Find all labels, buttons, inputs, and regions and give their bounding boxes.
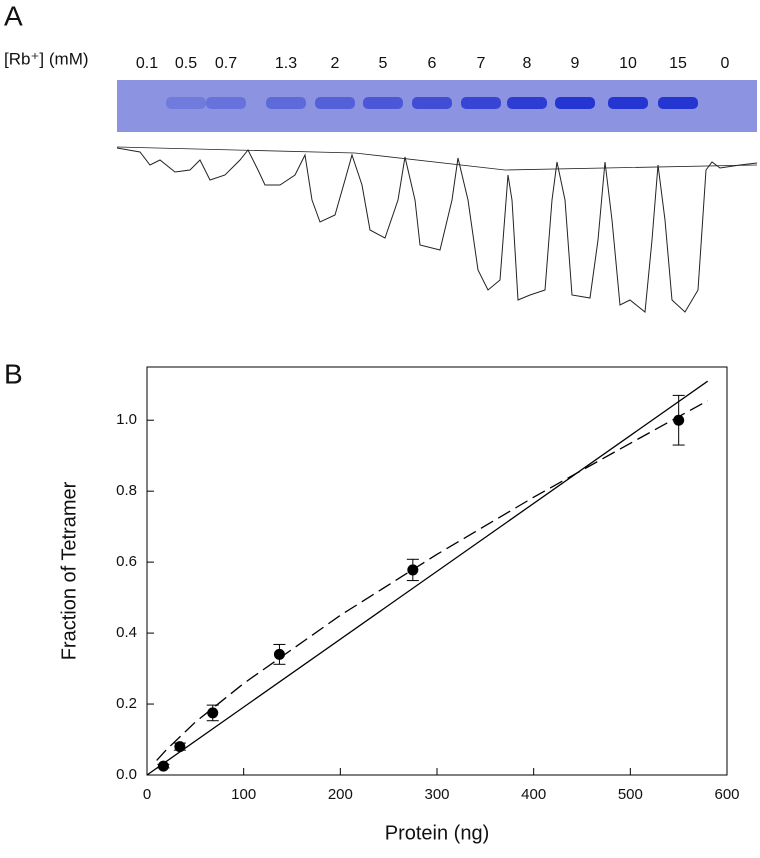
gel-band — [658, 97, 698, 109]
gel-band — [608, 97, 648, 109]
lane-label: 2 — [331, 55, 340, 72]
data-point — [157, 760, 169, 772]
x-tick-label: 0 — [143, 786, 151, 803]
x-tick-label: 300 — [424, 786, 449, 803]
data-point — [273, 648, 285, 660]
gel-band — [363, 97, 403, 109]
gel-band — [461, 97, 501, 109]
lane-label: 6 — [428, 55, 437, 72]
gel-band — [507, 97, 547, 109]
y-tick-label: 0.4 — [116, 624, 137, 641]
y-tick-label: 0.0 — [116, 766, 137, 783]
lane-label: 0.7 — [215, 55, 237, 72]
x-tick-label: 400 — [521, 786, 546, 803]
densitometry-trace — [116, 147, 758, 313]
fit-line — [156, 400, 708, 761]
y-tick-label: 0.6 — [116, 553, 137, 570]
gel-band — [206, 97, 246, 109]
trace-baseline — [116, 146, 758, 171]
lane-label: 9 — [571, 55, 580, 72]
y-axis-label: Fraction of Tetramer — [58, 481, 80, 660]
panel-label: B — [4, 358, 23, 389]
fit-line — [146, 380, 709, 776]
lane-label: 5 — [379, 55, 388, 72]
lane-label: 0.1 — [136, 55, 158, 72]
lane-label: 7 — [477, 55, 486, 72]
gel-band — [315, 97, 355, 109]
x-tick-label: 200 — [328, 786, 353, 803]
x-tick-label: 600 — [714, 786, 739, 803]
lane-label: 1.3 — [275, 55, 297, 72]
x-axis-label: Protein (ng) — [385, 822, 490, 844]
x-tick-label: 100 — [231, 786, 256, 803]
panel-label: A — [4, 0, 23, 31]
gel-band — [555, 97, 595, 109]
y-tick-label: 0.8 — [116, 482, 137, 499]
y-tick-label: 0.2 — [116, 695, 137, 712]
gel-band — [166, 97, 206, 109]
lane-label: 15 — [669, 55, 687, 72]
data-point — [207, 707, 219, 719]
lane-label: 10 — [619, 55, 637, 72]
lane-axis-label: [Rb⁺] (mM) — [4, 49, 89, 68]
y-tick-label: 1.0 — [116, 411, 137, 428]
lane-label: 0 — [721, 55, 730, 72]
lane-label: 8 — [523, 55, 532, 72]
gel-band — [266, 97, 306, 109]
data-point — [174, 741, 186, 753]
gel-band — [412, 97, 452, 109]
lane-label: 0.5 — [175, 55, 197, 72]
x-tick-label: 500 — [618, 786, 643, 803]
